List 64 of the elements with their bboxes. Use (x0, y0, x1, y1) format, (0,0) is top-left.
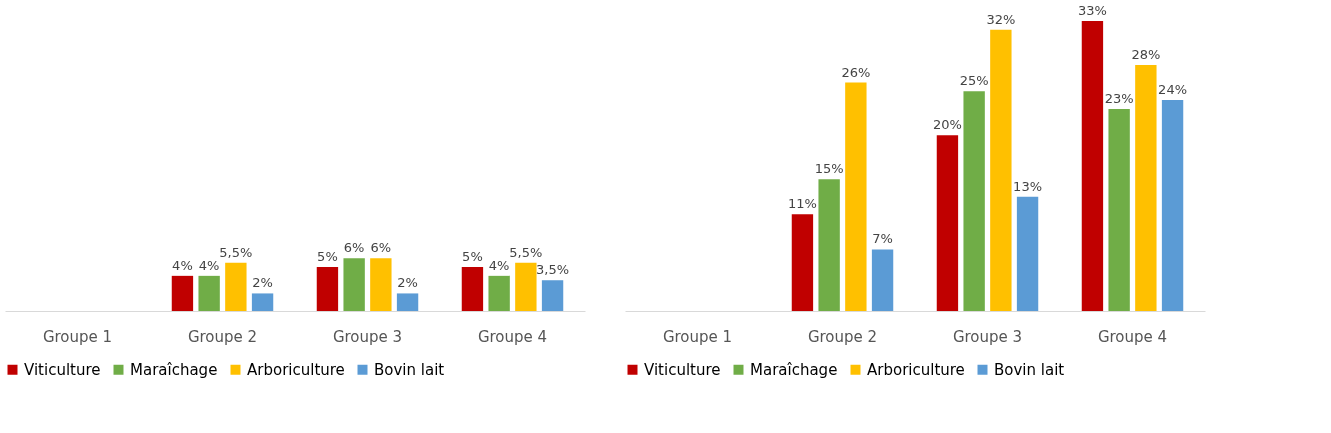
data-label: 33% (1077, 3, 1107, 18)
data-label: 4% (488, 257, 510, 273)
data-label: 7% (872, 231, 893, 247)
bar (396, 293, 419, 311)
data-label: 25% (959, 73, 989, 89)
bar (251, 293, 274, 311)
bar (1135, 64, 1157, 311)
bar (198, 275, 220, 311)
data-label: 26% (841, 64, 871, 80)
legend-label: Arboriculture (247, 360, 345, 379)
data-label: 6% (343, 240, 365, 256)
legend-label: Viticulture (644, 360, 721, 379)
legend-label: Maraîchage (750, 360, 838, 379)
bar (541, 280, 564, 311)
bar (343, 258, 365, 311)
x-tick-label: Groupe 1 (662, 327, 733, 346)
bar (936, 135, 959, 311)
bar (1016, 196, 1039, 311)
data-label: 5% (462, 249, 483, 265)
legend-label: Arboriculture (867, 360, 965, 379)
bar (316, 267, 339, 311)
bar (488, 275, 510, 311)
data-label: 15% (814, 161, 844, 177)
data-label: 2% (252, 275, 273, 291)
legend-label: Viticulture (24, 360, 101, 379)
data-label: 20% (932, 117, 962, 133)
x-tick-label: Groupe 3 (952, 327, 1023, 346)
x-tick-label: Groupe 2 (187, 327, 258, 346)
x-tick-label: Groupe 4 (477, 327, 548, 346)
bar (225, 262, 247, 311)
bar (370, 258, 392, 311)
data-label: 23% (1104, 90, 1134, 106)
data-label: 13% (1013, 178, 1043, 194)
x-tick-label: Groupe 3 (332, 327, 403, 346)
legend-label: Bovin lait (374, 360, 445, 379)
data-label: 32% (986, 11, 1016, 27)
data-label: 4% (172, 257, 193, 273)
data-label: 24% (1158, 82, 1188, 98)
x-tick-label: Groupe 4 (1097, 327, 1168, 346)
bar (871, 249, 894, 311)
data-label: 5,5% (219, 244, 253, 260)
x-tick-label: Groupe 1 (42, 327, 113, 346)
bar (1161, 100, 1184, 311)
bar (791, 214, 814, 311)
bar (1108, 108, 1130, 311)
data-label: 28% (1131, 46, 1161, 62)
data-label: 5% (317, 249, 338, 265)
bar (990, 29, 1012, 311)
bar (515, 262, 537, 311)
legend-label: Bovin lait (994, 360, 1065, 379)
data-label: 2% (397, 275, 418, 291)
bar (1081, 21, 1104, 311)
bar (845, 82, 867, 311)
data-label: 4% (198, 257, 220, 273)
bar (461, 267, 484, 311)
data-label: 6% (370, 240, 392, 256)
bar (171, 275, 194, 311)
data-label: 5,5% (509, 244, 543, 260)
x-tick-label: Groupe 2 (807, 327, 878, 346)
data-label: 3,5% (536, 262, 570, 278)
data-label: 11% (787, 196, 817, 212)
legend-label: Maraîchage (130, 360, 218, 379)
bar (963, 91, 985, 311)
bar (818, 179, 840, 311)
